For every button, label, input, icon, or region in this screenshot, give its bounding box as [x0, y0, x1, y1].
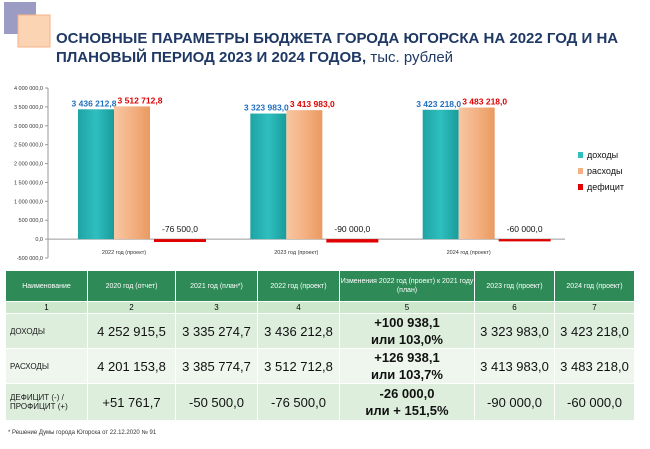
y-tick-label: 1 500 000,0	[14, 180, 43, 186]
income-bar	[422, 109, 459, 240]
legend-swatch-deficit	[578, 184, 583, 190]
cell-2023: 3 413 983,0	[474, 348, 555, 384]
expense-value-label: 3 413 983,0	[290, 99, 335, 109]
deficit-value-label: -60 000,0	[507, 224, 543, 234]
y-tick-label: -500 000,0	[17, 256, 43, 262]
y-tick-label: 2 500 000,0	[14, 143, 43, 149]
table-header-row: Наименование 2020 год (отчет) 2021 год (…	[5, 270, 635, 302]
deficit-bar	[326, 239, 379, 243]
y-tick-label: 1 000 000,0	[14, 199, 43, 205]
cell-2021: 3 385 774,7	[175, 348, 258, 384]
header-2024: 2024 год (проект)	[554, 270, 635, 302]
cell-2023: -90 000,0	[474, 383, 555, 421]
col-number: 1	[5, 301, 88, 314]
header-change: Изменения 2022 год (проект) к 2021 году …	[339, 270, 475, 302]
y-tick-label: 500 000,0	[19, 218, 43, 224]
cell-2020: 4 201 153,8	[87, 348, 176, 384]
y-tick-label: 3 500 000,0	[14, 105, 43, 111]
cell-2020: 4 252 915,5	[87, 313, 176, 349]
expense-bar	[286, 110, 323, 240]
title-main: ОСНОВНЫЕ ПАРАМЕТРЫ БЮДЖЕТА ГОРОДА ЮГОРСК…	[56, 30, 619, 66]
change-absolute: +100 938,1	[374, 315, 440, 330]
bars	[78, 106, 551, 243]
title-unit: тыс. рублей	[370, 49, 454, 66]
cell-2022: 3 512 712,8	[257, 348, 340, 384]
y-tick-label: 2 000 000,0	[14, 162, 43, 168]
deficit-bar	[154, 239, 206, 243]
cell-2022: 3 436 212,8	[257, 313, 340, 349]
y-tick-label: 0,0	[35, 237, 43, 243]
change-percent: или 103,0%	[371, 332, 443, 347]
cell-2021: 3 335 274,7	[175, 313, 258, 349]
header-name: Наименование	[5, 270, 88, 302]
table-number-row: 1 2 3 4 5 6 7	[5, 301, 635, 314]
header-2023: 2023 год (проект)	[474, 270, 555, 302]
expense-value-label: 3 483 218,0	[462, 97, 507, 107]
col-number: 3	[175, 301, 258, 314]
category-label: 2023 год (проект)	[274, 250, 318, 256]
legend-swatch-income	[578, 152, 583, 158]
cell-2024: 3 423 218,0	[554, 313, 635, 349]
legend-label-deficit: дефицит	[587, 182, 624, 192]
cell-change: +126 938,1 или 103,7%	[339, 348, 475, 384]
header-2020: 2020 год (отчет)	[87, 270, 176, 302]
change-absolute: +126 938,1	[374, 350, 440, 365]
income-value-label: 3 436 212,8	[72, 98, 117, 108]
income-value-label: 3 323 983,0	[244, 103, 289, 113]
cell-2024: -60 000,0	[554, 383, 635, 421]
category-labels: 2022 год (проект) 2023 год (проект) 2024 г…	[102, 250, 491, 256]
table-row-incomes: ДОХОДЫ 4 252 915,5 3 335 274,7 3 436 212…	[5, 313, 635, 349]
income-bar	[78, 109, 114, 240]
change-percent: или + 151,5%	[365, 403, 449, 418]
data-labels: 3 436 212,8 3 512 712,8 -76 500,0 3 323 983…	[72, 95, 543, 234]
expense-value-label: 3 512 712,8	[118, 95, 163, 105]
deco-square-peach	[17, 14, 51, 48]
page-title: ОСНОВНЫЕ ПАРАМЕТРЫ БЮДЖЕТА ГОРОДА ЮГОРСК…	[56, 29, 646, 67]
legend-swatch-expense	[578, 168, 583, 174]
cell-change: +100 938,1 или 103,0%	[339, 313, 475, 349]
col-number: 6	[474, 301, 555, 314]
cell-2022: -76 500,0	[257, 383, 340, 421]
cell-2023: 3 323 983,0	[474, 313, 555, 349]
table-row-expenses: РАСХОДЫ 4 201 153,8 3 385 774,7 3 512 71…	[5, 348, 635, 384]
change-percent: или 103,7%	[371, 367, 443, 382]
row-label: РАСХОДЫ	[5, 348, 88, 384]
legend-label-income: доходы	[587, 150, 618, 160]
cell-change: -26 000,0 или + 151,5%	[339, 383, 475, 421]
col-number: 7	[554, 301, 635, 314]
row-label: ДОХОДЫ	[5, 313, 88, 349]
header-2022: 2022 год (проект)	[257, 270, 340, 302]
legend: доходы расходы дефицит	[578, 150, 624, 192]
category-label: 2024 год (проект)	[447, 250, 491, 256]
expense-bar	[114, 106, 150, 240]
header-2021: 2021 год (план*)	[175, 270, 258, 302]
expense-bar	[458, 107, 495, 240]
cell-2020: +51 761,7	[87, 383, 176, 421]
y-tick-label: 3 000 000,0	[14, 124, 43, 130]
budget-bar-chart: -500 000,0 0,0 500 000,0 1 000 000,0 1 500 0…	[14, 86, 624, 262]
cell-2024: 3 483 218,0	[554, 348, 635, 384]
col-number: 4	[257, 301, 340, 314]
cell-2021: -50 500,0	[175, 383, 258, 421]
budget-table: Наименование 2020 год (отчет) 2021 год (…	[5, 270, 635, 421]
deficit-value-label: -76 500,0	[162, 224, 198, 234]
decorative-squares	[4, 2, 51, 48]
y-tick-label: 4 000 000,0	[14, 86, 43, 92]
table-row-deficit: ДЕФИЦИТ (-) / ПРОФИЦИТ (+) +51 761,7 -50…	[5, 383, 635, 421]
deficit-value-label: -90 000,0	[334, 224, 370, 234]
row-label: ДЕФИЦИТ (-) / ПРОФИЦИТ (+)	[5, 383, 88, 421]
change-absolute: -26 000,0	[379, 386, 435, 401]
category-label: 2022 год (проект)	[102, 250, 146, 256]
col-number: 2	[87, 301, 176, 314]
income-bar	[250, 113, 287, 240]
col-number: 5	[339, 301, 475, 314]
footnote: * Решение Думы города Югорска от 22.12.2…	[8, 430, 157, 436]
legend-label-expense: расходы	[587, 166, 622, 176]
income-value-label: 3 423 218,0	[416, 99, 461, 109]
deficit-bar	[498, 239, 551, 242]
